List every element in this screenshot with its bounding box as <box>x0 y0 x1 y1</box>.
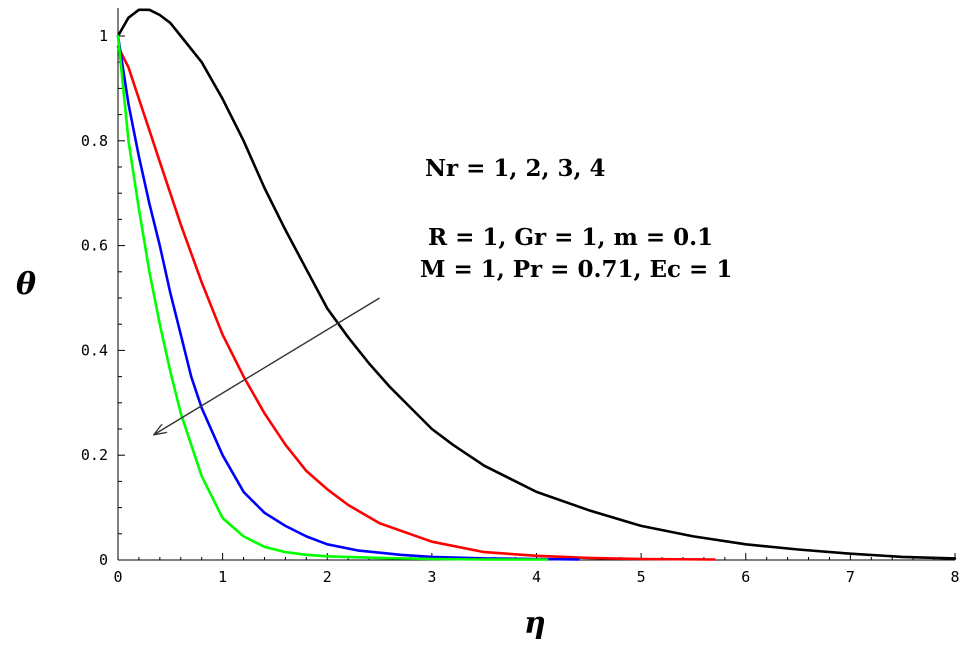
x-tick-label: 1 <box>218 568 227 586</box>
x-tick-label: 0 <box>113 568 122 586</box>
y-axis-title: θ <box>16 267 36 302</box>
series-layer <box>116 8 957 561</box>
series-line-4 <box>116 34 549 561</box>
x-tick-label: 3 <box>427 568 436 586</box>
y-tick-label: 1 <box>99 27 108 45</box>
y-tick-label: 0.8 <box>81 132 108 150</box>
series-line-2 <box>116 45 716 561</box>
x-tick-label: 6 <box>741 568 750 586</box>
trend-arrow <box>155 297 380 434</box>
annotation-fixed-line1: R = 1, Gr = 1, m = 0.1 <box>428 224 713 251</box>
annotation-parameter: Nr = 1, 2, 3, 4 <box>425 155 606 182</box>
y-tick-label: 0.6 <box>81 237 108 255</box>
x-tick-label: 5 <box>637 568 646 586</box>
y-tick-label: 0.4 <box>81 341 108 359</box>
x-tick-label: 7 <box>846 568 855 586</box>
x-tick-label: 2 <box>323 568 332 586</box>
y-tick-label: 0 <box>99 551 108 569</box>
y-tick-label: 0.2 <box>81 446 108 464</box>
series-line-1 <box>116 8 957 560</box>
arrow-layer <box>155 297 380 434</box>
series-line-3 <box>116 34 580 561</box>
x-axis-title: η <box>524 606 546 641</box>
x-tick-label: 8 <box>950 568 959 586</box>
annotation-fixed-line2: M = 1, Pr = 0.71, Ec = 1 <box>420 256 732 283</box>
x-tick-label: 4 <box>532 568 541 586</box>
